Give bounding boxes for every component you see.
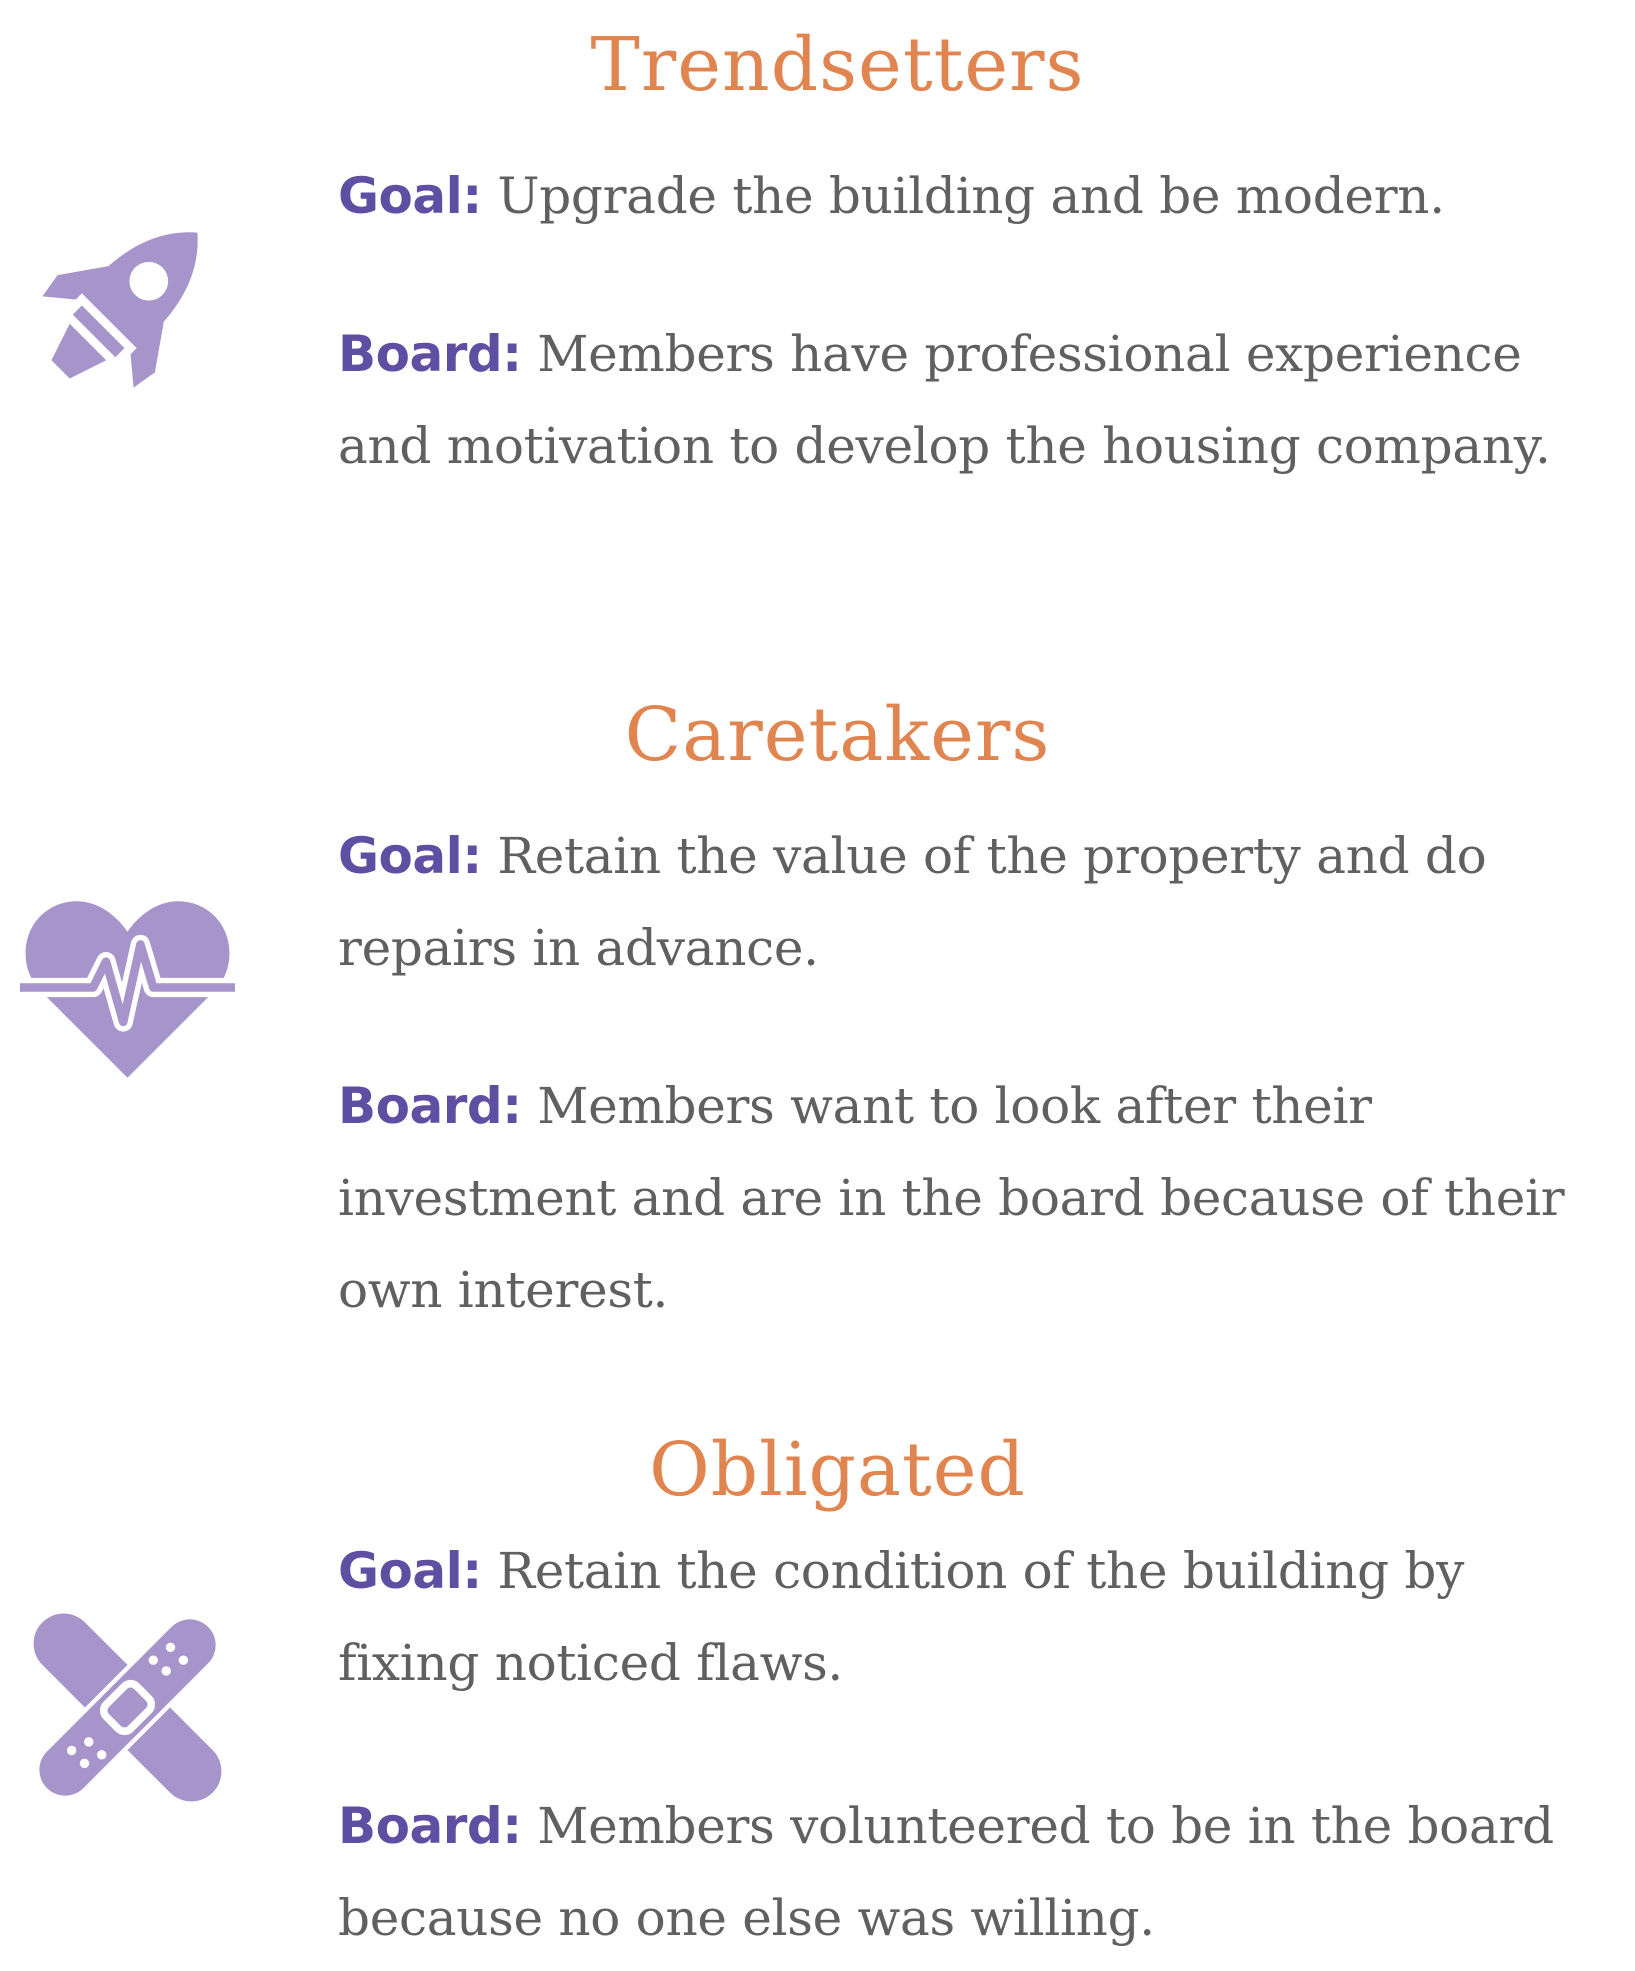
board-paragraph: Board: Members have professional experie… — [338, 308, 1608, 492]
board-label: Board: — [338, 1077, 522, 1135]
heartbeat-icon — [20, 880, 235, 1095]
board-label: Board: — [338, 1797, 522, 1855]
board-paragraph: Board: Members volunteered to be in the … — [338, 1780, 1608, 1964]
goal-text: Retain the condition of the building by … — [338, 1542, 1465, 1692]
board-text: Members volunteered to be in the board b… — [338, 1797, 1554, 1947]
goal-paragraph: Goal: Retain the condition of the buildi… — [338, 1525, 1608, 1709]
section-title: Obligated — [649, 1427, 1026, 1513]
goal-text: Upgrade the building and be modern. — [497, 167, 1445, 225]
board-paragraph: Board: Members want to look after their … — [338, 1060, 1608, 1336]
rocket-icon — [20, 195, 235, 410]
board-text: Members have professional experience and… — [338, 325, 1551, 475]
goal-text: Retain the value of the property and do … — [338, 827, 1487, 977]
board-label: Board: — [338, 325, 522, 383]
section-title: Trendsetters — [590, 22, 1085, 108]
board-text: Members want to look after their investm… — [338, 1077, 1565, 1319]
goal-paragraph: Goal: Retain the value of the property a… — [338, 810, 1608, 994]
bandage-icon — [20, 1600, 235, 1815]
goal-label: Goal: — [338, 167, 482, 225]
goal-label: Goal: — [338, 827, 482, 885]
goal-label: Goal: — [338, 1542, 482, 1600]
goal-paragraph: Goal: Upgrade the building and be modern… — [338, 150, 1608, 242]
section-title: Caretakers — [624, 692, 1051, 778]
